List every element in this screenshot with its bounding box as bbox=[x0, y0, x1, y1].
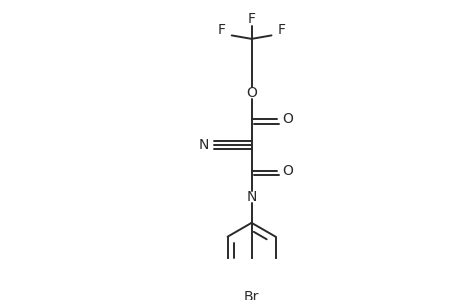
Text: F: F bbox=[277, 23, 285, 37]
Text: N: N bbox=[198, 138, 209, 152]
Text: O: O bbox=[282, 112, 293, 126]
Text: N: N bbox=[246, 190, 256, 204]
Text: F: F bbox=[247, 12, 255, 26]
Text: O: O bbox=[246, 86, 257, 100]
Text: O: O bbox=[282, 164, 293, 178]
Text: F: F bbox=[217, 23, 225, 37]
Text: Br: Br bbox=[243, 290, 259, 300]
